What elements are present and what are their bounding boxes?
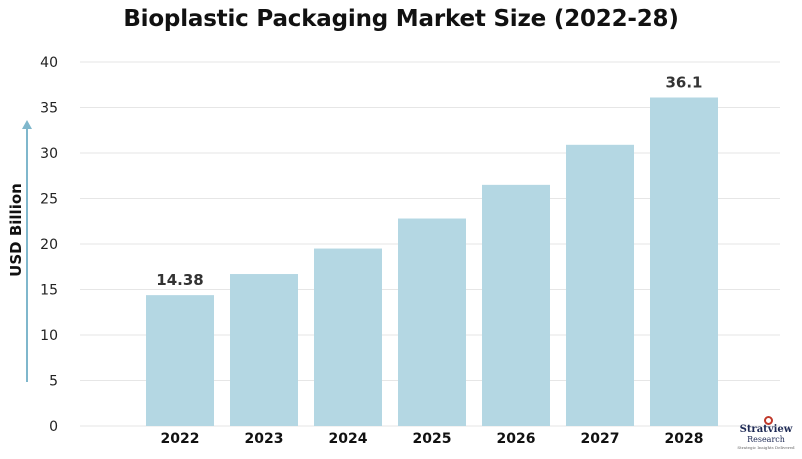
x-tick-label: 2022 [161,431,200,447]
bar [230,274,298,426]
y-tick-label: 30 [40,146,58,162]
y-axis-arrow [26,124,28,382]
bar [566,144,634,426]
x-tick-label: 2025 [413,431,452,447]
data-label: 14.38 [156,271,203,289]
y-tick-label: 0 [49,419,58,435]
x-tick-label: 2023 [245,431,284,447]
y-tick-label: 40 [40,55,58,71]
y-tick-label: 5 [49,374,58,390]
x-tick-label: 2027 [581,431,620,447]
bar [398,218,466,426]
bar [146,295,214,426]
chart-title: Bioplastic Packaging Market Size (2022-2… [123,6,679,32]
bar [482,184,550,426]
bar-layer [146,97,718,427]
x-tick-label: 2028 [665,431,704,447]
x-tick-label: 2024 [329,431,368,447]
logo-tagline: Strategic Insights Delivered [737,445,795,450]
bar [650,97,718,427]
data-label: 36.1 [665,73,702,91]
company-logo: Stratview Research Strategic Insights De… [733,416,799,458]
logo-sub: Research [747,435,785,444]
bar [314,248,382,426]
y-tick-label: 10 [40,328,58,344]
logo-mark-icon [764,416,773,425]
logo-name: Stratview [739,424,793,435]
y-tick-label: 20 [40,237,58,253]
y-tick-label: 25 [40,192,58,208]
x-tick-label: 2026 [497,431,536,447]
y-tick-label: 35 [40,101,58,117]
y-tick-label: 15 [40,283,58,299]
